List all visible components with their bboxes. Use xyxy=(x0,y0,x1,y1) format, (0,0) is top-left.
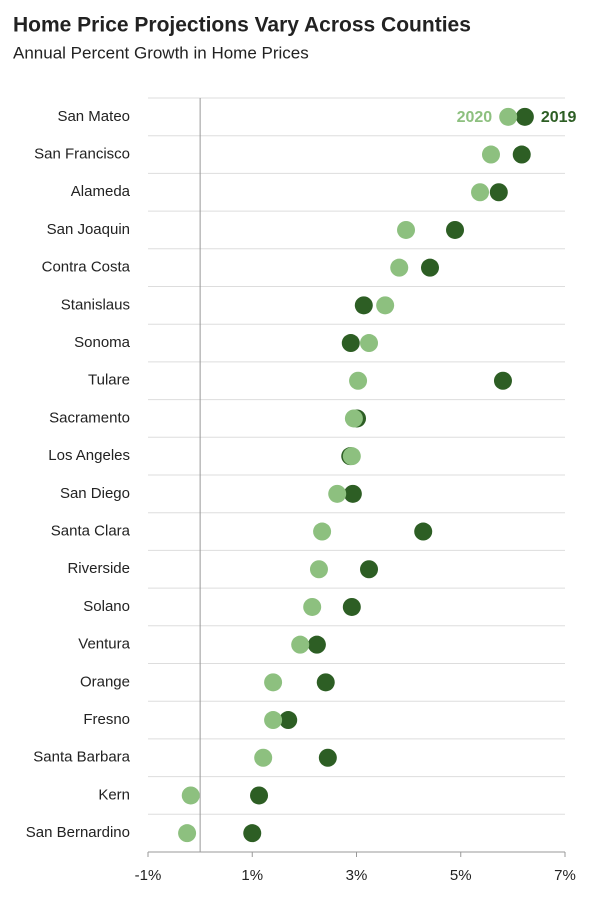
category-label: Stanislaus xyxy=(61,296,130,313)
dot xyxy=(279,711,298,730)
dot xyxy=(471,183,490,202)
dot xyxy=(243,824,262,843)
dot xyxy=(318,748,337,767)
category-label: Riverside xyxy=(67,560,130,577)
dot xyxy=(342,447,361,466)
dot xyxy=(264,711,283,730)
category-label: Contra Costa xyxy=(42,259,131,276)
chart-title: Home Price Projections Vary Across Count… xyxy=(13,14,471,37)
x-tick-label: -1% xyxy=(135,867,162,884)
category-label: San Mateo xyxy=(57,108,130,125)
dot xyxy=(489,183,508,202)
dot xyxy=(360,560,379,579)
dot xyxy=(307,635,326,654)
dot xyxy=(254,748,273,767)
dot xyxy=(349,371,368,390)
category-label: San Bernardino xyxy=(26,824,130,841)
category-label: Orange xyxy=(80,673,130,690)
category-label: San Joaquin xyxy=(47,221,130,238)
legend-label: 2019 xyxy=(541,109,577,126)
category-label: San Francisco xyxy=(34,146,130,163)
chart-subtitle: Annual Percent Growth in Home Prices xyxy=(13,43,309,62)
category-label: Santa Clara xyxy=(51,523,131,540)
dot xyxy=(420,258,439,277)
dot xyxy=(264,673,283,692)
dot xyxy=(344,409,363,428)
x-tick-label: 1% xyxy=(241,867,263,884)
category-label: Sacramento xyxy=(49,409,130,426)
dot xyxy=(250,786,269,805)
category-label: Tulare xyxy=(88,372,130,389)
dot xyxy=(376,296,395,315)
dot xyxy=(328,484,347,503)
category-label: Sonoma xyxy=(74,334,131,351)
dot xyxy=(309,560,328,579)
dot xyxy=(481,145,500,164)
dot xyxy=(291,635,310,654)
dot xyxy=(512,145,531,164)
dot xyxy=(341,334,360,353)
dot xyxy=(343,484,362,503)
x-tick-label: 5% xyxy=(450,867,472,884)
x-tick-label: 3% xyxy=(346,867,368,884)
category-label: Los Angeles xyxy=(48,447,130,464)
dot xyxy=(342,597,361,616)
dot xyxy=(397,220,416,239)
dot xyxy=(499,107,518,126)
dot xyxy=(493,371,512,390)
dot xyxy=(316,673,335,692)
category-label: Alameda xyxy=(71,183,131,200)
category-label: Solano xyxy=(83,598,130,615)
category-label: Santa Barbara xyxy=(33,749,130,766)
category-label: Ventura xyxy=(78,636,130,653)
dot xyxy=(390,258,409,277)
dot xyxy=(313,522,332,541)
dot xyxy=(446,220,465,239)
dot xyxy=(181,786,200,805)
legend-label: 2020 xyxy=(457,109,493,126)
category-label: Fresno xyxy=(83,711,130,728)
dot xyxy=(414,522,433,541)
category-label: Kern xyxy=(98,786,130,803)
dot xyxy=(354,296,373,315)
category-label: San Diego xyxy=(60,485,130,502)
dot xyxy=(303,597,322,616)
x-tick-label: 7% xyxy=(554,867,576,884)
dot xyxy=(360,334,379,353)
dot xyxy=(515,107,534,126)
dot xyxy=(178,824,197,843)
